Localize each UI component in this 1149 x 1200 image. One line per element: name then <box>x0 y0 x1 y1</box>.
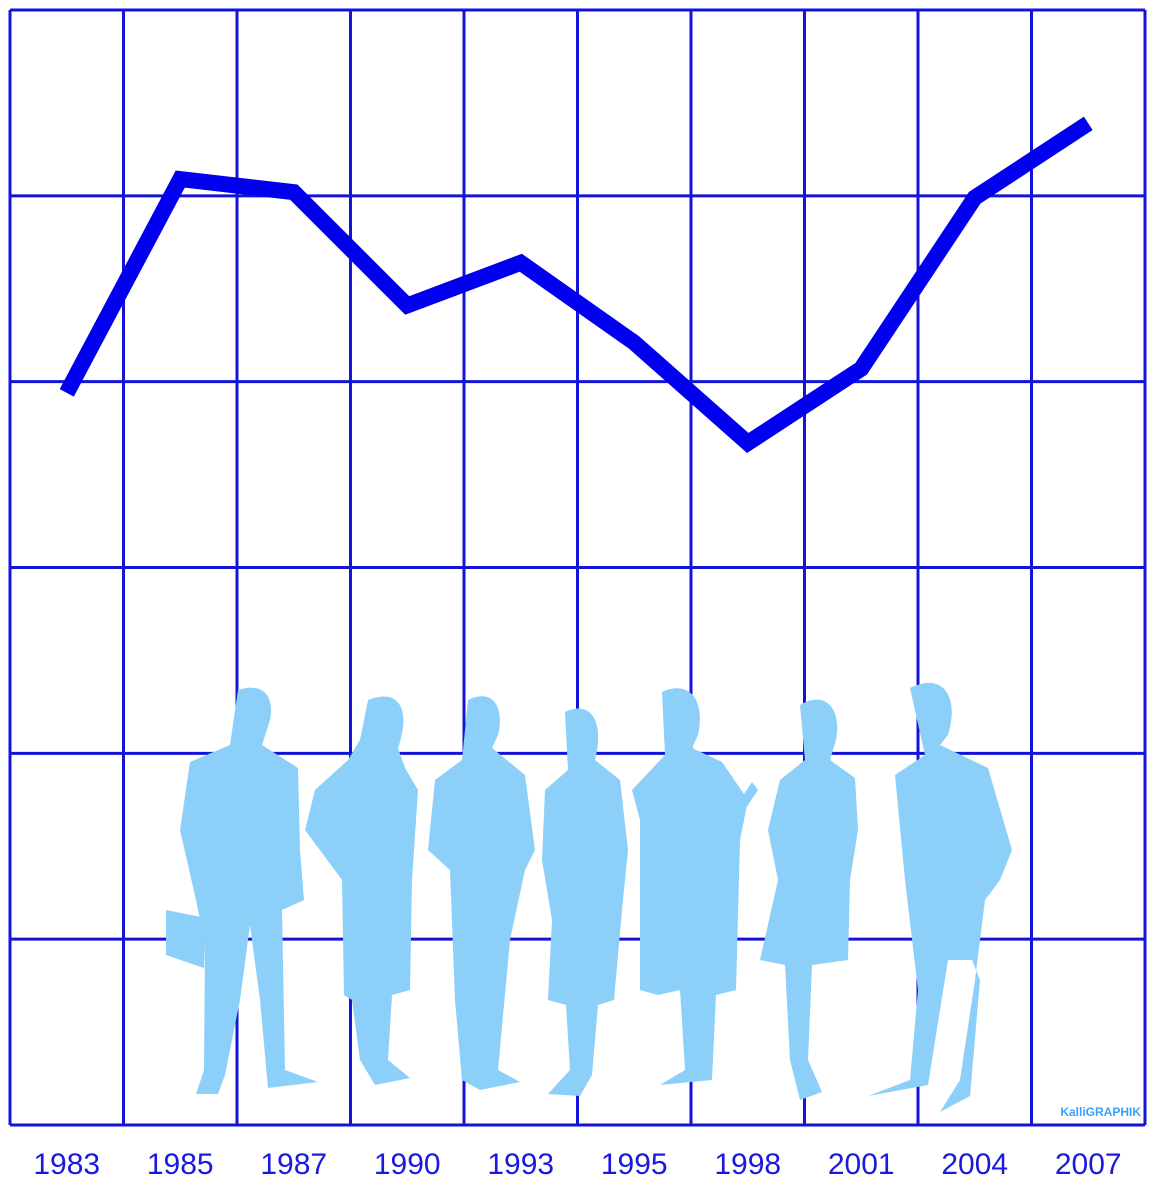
x-tick-label: 2001 <box>828 1148 895 1181</box>
chart: KalliGRAPHIK 1983 1985 1987 1990 1993 1995 199… <box>0 0 1149 1200</box>
x-tick-label: 2007 <box>1055 1148 1122 1181</box>
x-tick-label: 1983 <box>33 1148 100 1181</box>
silhouette <box>632 688 758 1085</box>
x-tick-label: 1990 <box>374 1148 441 1181</box>
silhouette <box>760 700 858 1100</box>
x-tick-label: 2004 <box>941 1148 1008 1181</box>
x-tick-label: 1995 <box>601 1148 668 1181</box>
silhouette <box>166 688 318 1094</box>
silhouettes <box>166 683 1012 1112</box>
silhouette <box>542 709 628 1096</box>
silhouette <box>428 696 535 1090</box>
silhouette <box>868 683 1012 1112</box>
watermark: KalliGRAPHIK <box>1060 1105 1141 1119</box>
x-tick-label: 1998 <box>714 1148 781 1181</box>
x-tick-label: 1993 <box>487 1148 554 1181</box>
x-tick-label: 1985 <box>147 1148 214 1181</box>
x-tick-label: 1987 <box>260 1148 327 1181</box>
page: {"chart_data": {"type": "line", "categor… <box>0 0 1149 1200</box>
